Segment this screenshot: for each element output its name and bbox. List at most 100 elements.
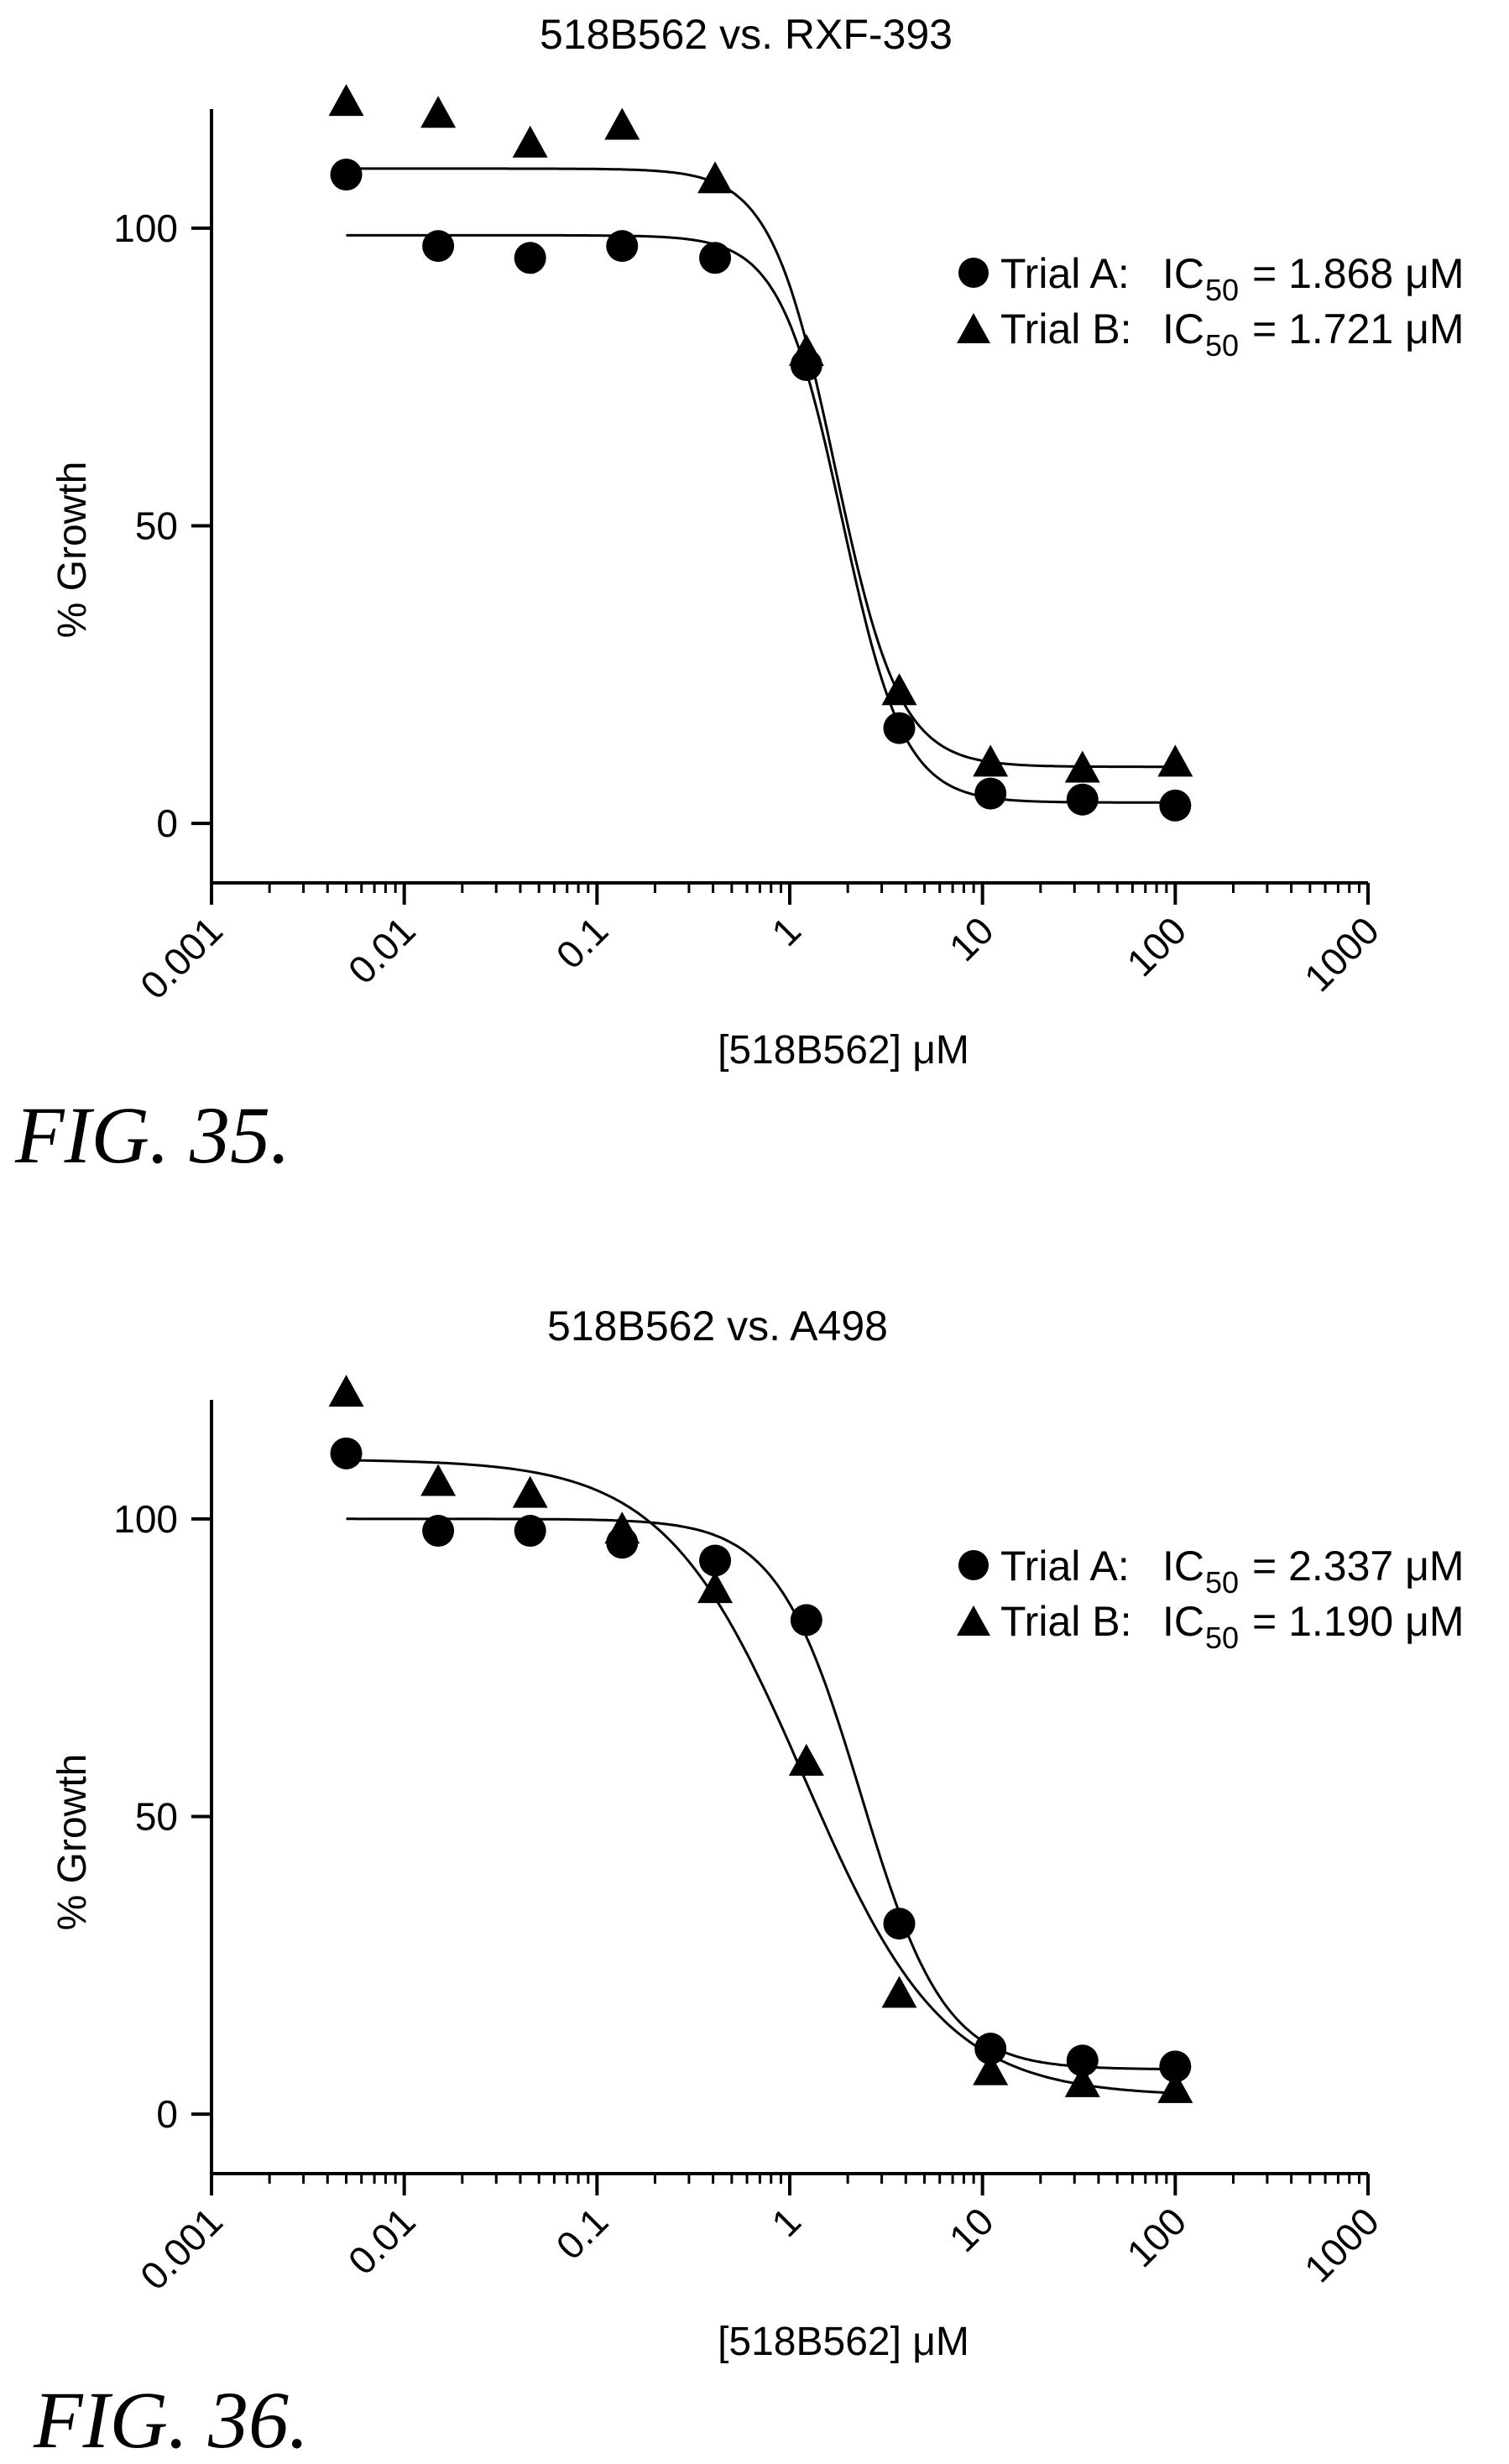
x-tick-label: 100 [1118,2199,1194,2275]
data-point-triangle [1157,2070,1193,2103]
chart-title: 518B562 vs. A498 [547,1302,888,1349]
x-tick-label: 0.001 [132,908,231,1007]
legend-ic-subscript: 50 [1205,273,1239,307]
data-point-triangle [328,84,364,117]
legend-ic-label: IC [1162,305,1204,352]
y-tick-label: 50 [135,1794,178,1838]
data-point-triangle [697,1571,734,1604]
data-point-circle [330,1437,363,1470]
axes: 0.001 0.01 0.1 1 10 100 1000 0 50 100 [113,1400,1387,2298]
data-point-triangle [788,333,824,366]
x-tick-label: 1000 [1296,2199,1387,2290]
data-point-triangle [420,96,457,128]
data-point-circle [1066,783,1099,816]
legend-marker-circle [958,258,989,288]
y-tick-label: 50 [135,504,178,547]
x-axis-label: [518B562] μM [718,1028,969,1073]
y-axis-label: % Growth [50,1754,95,1931]
data-point-triangle [881,1976,917,2008]
axes: 0.001 0.01 0.1 1 10 100 1000 0 50 100 [113,109,1387,1007]
fit-curve-trial-a [346,1517,1176,2070]
x-tick-label: 1 [763,908,809,954]
data-point-triangle [1064,750,1100,783]
x-tick-label: 1 [763,2199,809,2245]
legend: Trial A: IC 50 = 2.337 μM Trial B: IC 50… [957,1543,1465,1655]
data-point-circle [974,777,1007,810]
legend-ic-subscript: 50 [1205,328,1239,363]
fit-curves [346,1459,1176,2095]
data-point-circle [606,230,639,263]
x-tick-label: 0.001 [132,2199,231,2298]
legend-ic-value: = 1.868 μM [1252,250,1465,297]
data-point-circle [514,242,546,274]
data-point-triangle [697,161,734,194]
y-tick-label: 100 [113,206,178,250]
x-tick-label: 10 [941,2199,1002,2260]
data-point-circle [883,712,916,744]
fit-curve-trial-b [346,1459,1176,2095]
legend-item-trial-a: Trial A: IC 50 = 2.337 μM [958,1543,1465,1600]
legend-label: Trial B: [1000,305,1132,352]
legend: Trial A: IC 50 = 1.868 μM Trial B: IC 50… [957,250,1465,363]
fit-curves [346,167,1176,804]
data-point-circle [330,159,363,191]
y-tick-label: 0 [156,2092,178,2136]
x-axis-label: [518B562] μM [718,2320,969,2364]
x-tick-label: 10 [941,908,1002,969]
legend-label: Trial B: [1000,1598,1132,1645]
fit-curve-trial-b [346,167,1176,769]
legend-ic-value: = 2.337 μM [1252,1543,1465,1590]
y-tick-label: 100 [113,1497,178,1541]
data-point-circle [422,230,455,263]
legend-item-trial-b: Trial B: IC 50 = 1.190 μM [957,1598,1465,1655]
data-point-triangle [604,107,640,140]
legend-item-trial-a: Trial A: IC 50 = 1.868 μM [958,250,1465,307]
data-point-circle [1159,2050,1192,2083]
data-point-triangle [328,1375,364,1407]
legend-label: Trial A: [1000,250,1130,297]
legend-item-trial-b: Trial B: IC 50 = 1.721 μM [957,305,1465,363]
chart-title: 518B562 vs. RXF-393 [540,11,953,58]
data-point-circle [790,1604,822,1637]
data-point-circle [514,1515,546,1548]
data-point-triangle [1064,2065,1100,2097]
x-tick-label: 0.01 [340,2199,424,2283]
data-point-triangle [604,1511,640,1544]
figure-label: FIG. 35. [14,1090,290,1180]
chart-fig35: 518B562 vs. RXF-393 % Growth [518B562] μ… [14,11,1465,1180]
legend-ic-subscript: 50 [1205,1621,1239,1655]
data-point-triangle [973,744,1009,777]
figure-label: FIG. 36. [33,2375,309,2464]
legend-ic-value: = 1.190 μM [1252,1598,1465,1645]
legend-ic-label: IC [1162,1543,1204,1590]
data-point-circle [422,1515,455,1548]
x-tick-label: 0.1 [547,908,616,977]
data-point-circle [883,1908,916,1940]
legend-ic-subscript: 50 [1205,1565,1239,1600]
data-point-circle [1066,2044,1099,2077]
x-tick-label: 1000 [1296,908,1387,1000]
data-point-triangle [512,125,548,158]
data-point-circle [1159,789,1192,822]
data-point-triangle [1157,744,1193,777]
data-point-circle [974,2033,1007,2065]
legend-marker-triangle [957,313,990,343]
data-points [328,84,1193,822]
data-point-triangle [788,1743,824,1776]
x-tick-label: 100 [1118,908,1194,984]
data-point-circle [699,242,732,274]
legend-marker-triangle [957,1605,990,1636]
legend-ic-label: IC [1162,250,1204,297]
data-point-circle [699,1544,732,1577]
data-point-triangle [973,2053,1009,2086]
y-tick-label: 0 [156,801,178,845]
data-point-triangle [420,1464,457,1496]
y-axis-label: % Growth [50,462,95,639]
x-tick-label: 0.1 [547,2199,616,2268]
legend-marker-circle [958,1550,989,1580]
legend-label: Trial A: [1000,1543,1130,1590]
chart-fig36: 518B562 vs. A498 % Growth [518B562] μM 0… [33,1302,1465,2464]
x-tick-label: 0.01 [340,908,424,992]
fit-curve-trial-a [346,233,1176,804]
